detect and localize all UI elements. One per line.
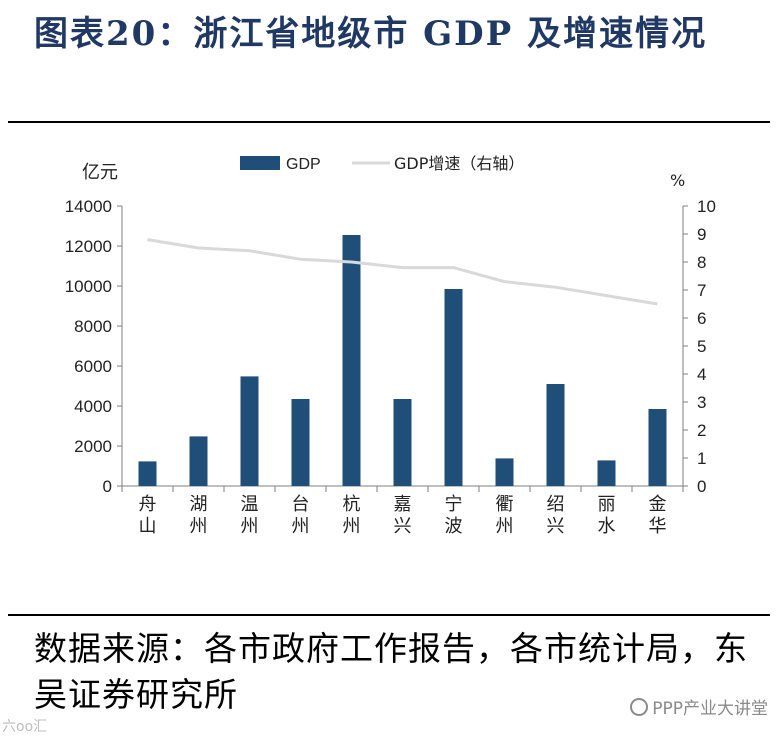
watermark-text: PPP产业大讲堂 bbox=[652, 699, 768, 719]
gdp-bar bbox=[138, 461, 157, 486]
corner-watermark: 六oo汇 bbox=[2, 719, 48, 735]
left-axis-tick-label: 10000 bbox=[65, 277, 112, 296]
bottom-divider bbox=[8, 614, 770, 616]
left-axis-tick-label: 6000 bbox=[74, 357, 112, 376]
right-axis-tick-label: 8 bbox=[697, 253, 706, 272]
top-divider bbox=[8, 121, 770, 123]
x-axis-tick-label: 山 bbox=[139, 516, 157, 537]
x-axis-tick-label: 温 bbox=[241, 494, 259, 515]
legend-growth-label: GDP增速（右轴） bbox=[394, 154, 524, 173]
x-axis-tick-label: 兴 bbox=[394, 516, 412, 537]
gdp-growth-line bbox=[147, 238, 658, 306]
right-axis-tick-label: 2 bbox=[697, 421, 706, 440]
data-source-note: 数据来源：各市政府工作报告，各市统计局，东吴证券研究所 bbox=[34, 629, 748, 714]
chart-title: 图表20：浙江省地级市 GDP 及增速情况 bbox=[34, 14, 708, 54]
x-axis-tick-label: 嘉 bbox=[394, 494, 412, 515]
x-axis-tick-label: 州 bbox=[343, 516, 361, 537]
gdp-bar bbox=[495, 458, 514, 486]
left-axis-tick-label: 4000 bbox=[74, 397, 112, 416]
right-axis-tick-label: 0 bbox=[697, 477, 706, 496]
x-axis-tick-label: 湖 bbox=[190, 494, 208, 515]
left-axis-tick-label: 2000 bbox=[74, 437, 112, 456]
gdp-bar bbox=[444, 289, 463, 486]
left-axis-tick-label: 14000 bbox=[65, 197, 112, 216]
right-axis-tick-label: 5 bbox=[697, 337, 706, 356]
x-axis-tick-label: 水 bbox=[598, 516, 616, 537]
gdp-bar bbox=[291, 399, 310, 486]
legend-gdp-label: GDP bbox=[286, 156, 321, 173]
x-axis-tick-label: 华 bbox=[649, 516, 667, 537]
right-axis-tick-label: 1 bbox=[697, 449, 706, 468]
right-axis-tick-label: 6 bbox=[697, 309, 706, 328]
right-axis-tick-label: 9 bbox=[697, 225, 706, 244]
wechat-icon bbox=[630, 697, 649, 716]
right-axis-unit: % bbox=[670, 171, 685, 190]
x-axis-tick-label: 兴 bbox=[547, 516, 565, 537]
legend-gdp-swatch bbox=[240, 156, 280, 170]
gdp-bar bbox=[189, 436, 208, 486]
right-axis-tick-label: 10 bbox=[697, 197, 716, 216]
left-axis-tick-label: 8000 bbox=[74, 317, 112, 336]
x-axis-tick-label: 波 bbox=[445, 516, 463, 537]
x-axis-tick-label: 宁 bbox=[445, 494, 463, 515]
x-axis-tick-label: 杭 bbox=[343, 494, 361, 515]
gdp-bar bbox=[546, 384, 565, 486]
right-axis-tick-label: 7 bbox=[697, 281, 706, 300]
gdp-bar bbox=[240, 376, 259, 486]
x-axis-tick-label: 金 bbox=[649, 494, 667, 515]
right-axis-tick-label: 4 bbox=[697, 365, 706, 384]
x-axis-tick-label: 州 bbox=[241, 516, 259, 537]
x-axis-tick-label: 丽 bbox=[598, 494, 616, 515]
gdp-bar bbox=[648, 409, 667, 486]
gdp-bar bbox=[597, 460, 616, 486]
left-axis-tick-label: 0 bbox=[103, 477, 112, 496]
wechat-watermark: PPP产业大讲堂 bbox=[630, 694, 768, 719]
gdp-bar bbox=[393, 399, 412, 486]
right-axis-tick-label: 3 bbox=[697, 393, 706, 412]
x-axis-tick-label: 台 bbox=[292, 494, 310, 515]
left-axis-unit: 亿元 bbox=[82, 162, 118, 183]
x-axis-tick-label: 州 bbox=[292, 516, 310, 537]
x-axis-tick-label: 州 bbox=[496, 516, 514, 537]
gdp-chart: 0 2000 4000 6000 8000 10000 12000 14000 0 1 2 3 4 5 6 7… bbox=[65, 154, 716, 537]
x-axis-tick-label: 州 bbox=[190, 516, 208, 537]
left-axis-tick-label: 12000 bbox=[65, 237, 112, 256]
gdp-bar bbox=[342, 235, 361, 486]
x-axis-tick-label: 舟 bbox=[139, 494, 157, 515]
x-axis-tick-label: 绍 bbox=[547, 494, 565, 515]
x-axis-tick-label: 衢 bbox=[496, 494, 514, 515]
